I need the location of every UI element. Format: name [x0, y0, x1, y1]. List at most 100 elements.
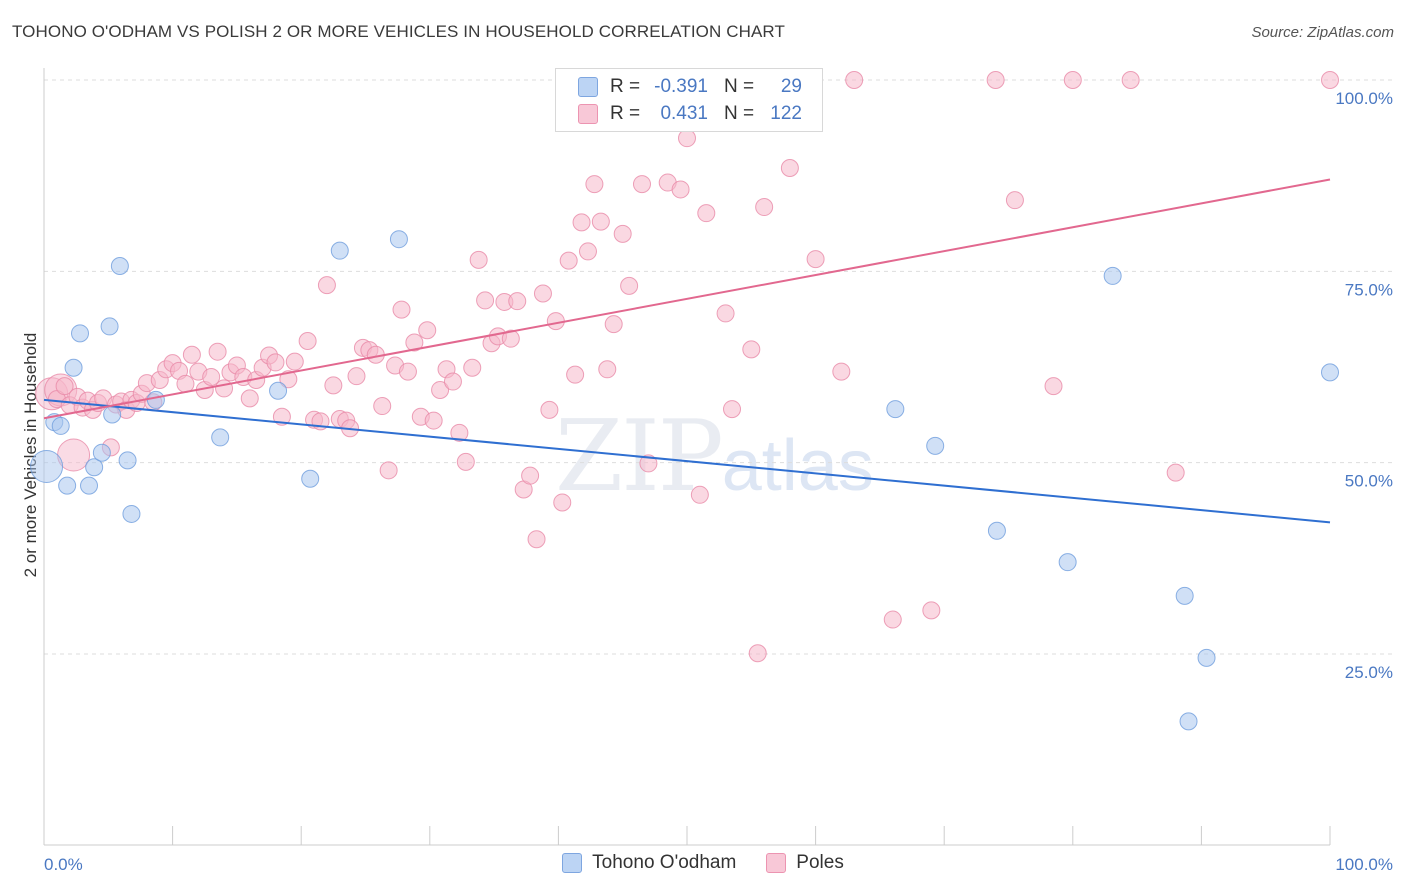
point-poles — [598, 360, 617, 379]
point-poles — [697, 204, 716, 223]
legend-label: Poles — [796, 852, 844, 873]
n-value: 29 — [780, 76, 802, 97]
point-tohono — [330, 241, 349, 260]
point-tohono — [64, 358, 83, 377]
point-poles — [1044, 377, 1063, 396]
point-poles — [546, 312, 565, 331]
source-label: Source: ZipAtlas.com — [1251, 24, 1394, 41]
stats-legend: R = -0.391 N = 29 R = 0.431 N = 122 — [555, 68, 823, 132]
point-poles — [604, 315, 623, 334]
point-poles — [678, 129, 696, 148]
point-poles — [521, 466, 540, 485]
n-value: 122 — [770, 103, 802, 124]
point-poles — [742, 340, 761, 359]
y-tick-label: 75.0% — [1345, 280, 1393, 299]
point-poles — [456, 452, 475, 471]
swatch-pink — [578, 104, 598, 124]
point-poles — [690, 485, 709, 504]
point-poles — [591, 212, 610, 231]
point-poles — [639, 454, 658, 473]
point-poles — [1121, 71, 1140, 89]
point-tohono — [80, 476, 99, 495]
point-poles — [553, 493, 572, 512]
point-poles — [780, 159, 799, 178]
y-tick-label: 100.0% — [1335, 89, 1393, 108]
point-poles — [418, 321, 437, 340]
point-poles — [671, 180, 690, 199]
r-value: 0.431 — [660, 103, 708, 124]
n-label: N = — [724, 76, 755, 97]
point-tohono — [110, 256, 129, 275]
point-poles — [883, 610, 902, 629]
point-poles — [585, 175, 604, 194]
point-poles — [215, 379, 234, 398]
point-poles — [1321, 71, 1339, 89]
swatch-blue — [578, 77, 598, 97]
point-tohono — [122, 504, 141, 523]
point-poles — [533, 284, 552, 303]
point-poles — [755, 198, 774, 217]
r-value: -0.391 — [654, 76, 708, 97]
point-tohono — [103, 405, 122, 424]
point-poles — [392, 300, 411, 319]
x-tick-label: 100.0% — [1335, 855, 1393, 874]
point-poles — [208, 342, 227, 361]
point-tohono — [51, 416, 70, 435]
point-tohono — [71, 324, 90, 343]
point-poles — [922, 601, 941, 620]
swatch-blue — [562, 853, 583, 873]
tick-labels: 25.0% 50.0% 75.0% 100.0% 0.0% 100.0% — [44, 89, 1393, 874]
point-poles — [317, 276, 336, 295]
point-poles — [620, 276, 639, 295]
point-poles — [845, 71, 864, 89]
point-poles — [578, 242, 597, 261]
point-tohono — [1058, 553, 1077, 572]
point-poles — [1005, 191, 1024, 210]
point-tohono — [118, 451, 137, 470]
data-points — [30, 71, 1339, 731]
point-poles — [559, 251, 578, 270]
n-label: N = — [724, 103, 755, 124]
point-poles — [716, 304, 735, 323]
point-poles — [443, 372, 462, 391]
legend-label: Tohono O'odham — [592, 852, 737, 873]
point-tohono — [886, 400, 905, 419]
point-poles — [176, 374, 195, 393]
point-poles — [1166, 463, 1185, 482]
point-poles — [572, 213, 591, 232]
point-poles — [424, 411, 443, 430]
point-poles — [373, 397, 392, 416]
y-tick-label: 50.0% — [1345, 472, 1393, 491]
point-poles — [566, 365, 585, 384]
point-tohono — [301, 469, 320, 488]
point-poles — [55, 377, 74, 396]
point-poles — [806, 250, 825, 269]
point-tohono — [30, 449, 64, 483]
stats-row-tohono: R = -0.391 N = 29 — [578, 75, 802, 99]
trend-lines — [43, 178, 1331, 524]
point-poles — [1063, 71, 1082, 89]
point-poles — [347, 367, 366, 386]
point-poles — [285, 352, 304, 371]
point-poles — [986, 71, 1005, 89]
point-tohono — [146, 390, 165, 409]
point-tohono — [1103, 266, 1122, 285]
point-tohono — [389, 230, 408, 249]
point-tohono — [85, 458, 104, 477]
point-poles — [723, 400, 742, 419]
point-poles — [501, 329, 520, 348]
point-poles — [508, 292, 527, 311]
legend-item-tohono[interactable]: Tohono O'odham — [562, 852, 736, 874]
point-tohono — [926, 436, 945, 455]
grid — [44, 79, 1395, 655]
r-label: R = — [610, 76, 641, 97]
point-poles — [324, 376, 343, 395]
point-poles — [398, 362, 417, 381]
stats-row-poles: R = 0.431 N = 122 — [578, 102, 802, 126]
point-poles — [202, 367, 221, 386]
point-poles — [379, 461, 398, 480]
point-poles — [298, 331, 317, 350]
legend-item-poles[interactable]: Poles — [766, 852, 844, 874]
x-tick-label: 0.0% — [44, 855, 83, 874]
y-tick-label: 25.0% — [1345, 663, 1393, 682]
